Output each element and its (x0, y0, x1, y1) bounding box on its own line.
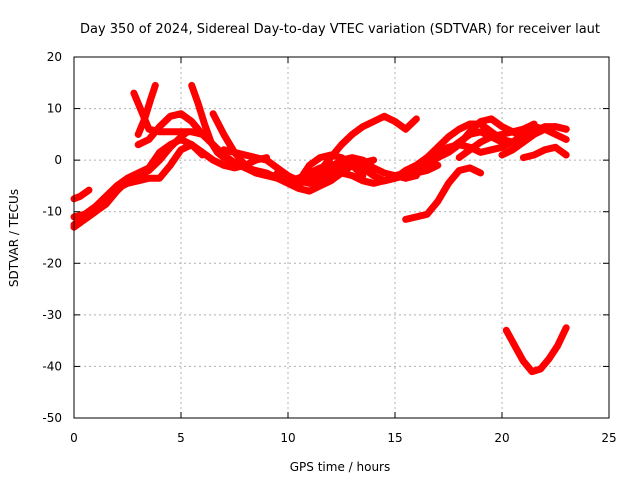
y-tick-label: -50 (42, 411, 62, 425)
tick-layer: 0 5 10 15 20 25 -50 -40 -30 -20 -10 0 10 20 (42, 50, 616, 445)
series-line (402, 123, 570, 174)
y-tick-label: -10 (42, 205, 62, 219)
series-line (455, 120, 538, 162)
y-axis-label: SDTVAR / TECUs (7, 189, 21, 287)
series-line (70, 141, 271, 229)
series-line (502, 324, 570, 376)
series-line (70, 186, 93, 203)
plot-frame (73, 56, 610, 419)
y-tick-label: -30 (42, 308, 62, 322)
series-arc-22 (502, 324, 570, 376)
y-tick-label: 0 (54, 153, 62, 167)
series-arc-17 (408, 115, 527, 177)
series-line (134, 81, 159, 138)
series-line (402, 164, 485, 223)
x-tick-label: 15 (387, 431, 402, 445)
series-arc-21 (519, 143, 570, 162)
series-arc-20 (498, 123, 570, 159)
series-arc-18 (402, 164, 485, 223)
series-arc-6 (134, 81, 159, 138)
y-tick-label: 10 (47, 102, 62, 116)
series-line (408, 115, 527, 177)
y-tick-label: -20 (42, 256, 62, 270)
y-tick-label: 20 (47, 50, 62, 64)
series-line (498, 123, 570, 159)
x-tick-label: 25 (601, 431, 616, 445)
series-arc-1 (70, 186, 93, 203)
x-tick-label: 10 (280, 431, 295, 445)
series-line (70, 136, 206, 221)
series-arc-3 (70, 136, 206, 221)
x-tick-label: 0 (70, 431, 78, 445)
series-arc-12 (290, 151, 367, 190)
series-arc-4 (70, 141, 271, 229)
y-tick-label: -40 (42, 359, 62, 373)
series-arc-19 (455, 120, 538, 162)
x-tick-label: 5 (177, 431, 185, 445)
grid-layer (74, 57, 609, 418)
chart-title: Day 350 of 2024, Sidereal Day-to-day VTE… (80, 22, 600, 37)
series-layer (70, 81, 570, 376)
series-arc-16 (402, 123, 570, 174)
x-axis-label: GPS time / hours (290, 460, 391, 474)
x-tick-label: 20 (494, 431, 509, 445)
series-line (290, 151, 367, 190)
series-line (519, 143, 570, 162)
